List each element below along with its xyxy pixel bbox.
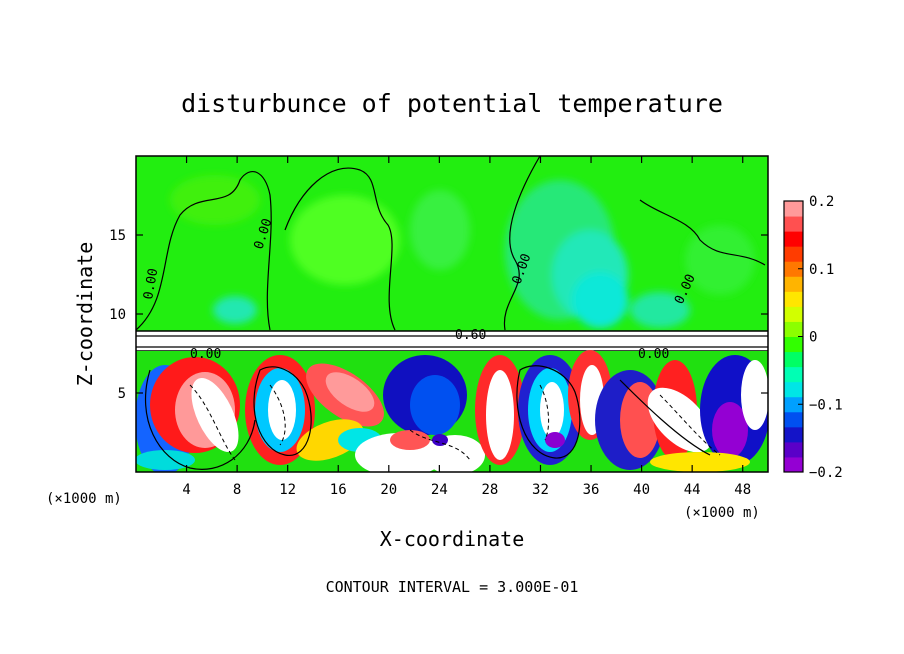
colorbar-segment [784, 456, 803, 473]
colorbar-segment [784, 231, 803, 247]
colorbar: 0.2 0.1 0 −0.1 −0.2 [783, 194, 843, 481]
x-tick-label: 16 [330, 482, 347, 498]
x-tick-label: 4 [182, 482, 190, 498]
x-tick-label: 48 [734, 482, 751, 498]
colorbar-segment [784, 441, 803, 458]
y-axis-label: Z-coordinate [73, 242, 97, 387]
x-axis-unit: (×1000 m) [684, 505, 760, 521]
chart-title: disturbunce of potential temperature [181, 89, 723, 118]
lower-field-eddies [136, 350, 768, 472]
x-tick-label: 12 [279, 482, 296, 498]
x-axis: 4 8 12 16 20 24 28 32 36 40 44 48 [182, 156, 751, 498]
x-axis-label: X-coordinate [380, 527, 525, 551]
colorbar-segment [784, 351, 803, 368]
colorbar-segment [784, 216, 803, 232]
colorbar-segment [784, 321, 803, 337]
colorbar-segment [784, 426, 803, 443]
colorbar-tick-label: 0.2 [809, 194, 834, 210]
colorbar-segment [784, 291, 803, 307]
colorbar-segment [784, 381, 803, 398]
x-tick-label: 36 [583, 482, 600, 498]
colorbar-segment [784, 366, 803, 383]
x-tick-label: 28 [481, 482, 498, 498]
contour-lines [136, 156, 766, 470]
x-tick-label: 20 [380, 482, 397, 498]
y-tick-label: 10 [109, 307, 126, 323]
contour-label: 0.00 [190, 347, 221, 362]
x-tick-label: 8 [233, 482, 241, 498]
y-tick-label: 5 [118, 386, 126, 402]
colorbar-tick-label: 0.1 [809, 262, 834, 278]
colorbar-segment [784, 246, 803, 262]
plot-area: 0.00 0.00 0.00 0.00 0.00 0.00 0.60 [136, 156, 768, 472]
colorbar-segment [784, 411, 803, 428]
contour-label: 0.60 [455, 328, 486, 343]
colorbar-segment [784, 396, 803, 413]
colorbar-tick-label: 0 [809, 330, 817, 346]
y-axis: 5 10 15 [109, 228, 768, 402]
colorbar-tick-label: −0.2 [809, 465, 843, 481]
x-tick-label: 32 [532, 482, 549, 498]
colorbar-segment [784, 306, 803, 322]
x-tick-label: 44 [684, 482, 701, 498]
colorbar-segment [784, 336, 803, 353]
colorbar-segment [784, 201, 803, 217]
colorbar-segment [784, 276, 803, 292]
colorbar-segment [784, 261, 803, 277]
y-axis-unit: (×1000 m) [46, 491, 122, 507]
x-tick-label: 24 [431, 482, 448, 498]
contour-interval-note: CONTOUR INTERVAL = 3.000E-01 [326, 578, 579, 596]
y-tick-label: 15 [109, 228, 126, 244]
contour-label: 0.00 [141, 267, 161, 300]
contour-lines-dashed [189, 384, 721, 461]
x-tick-label: 40 [633, 482, 650, 498]
inversion-band [136, 331, 768, 351]
colorbar-tick-label: −0.1 [809, 397, 843, 413]
contour-label: 0.00 [638, 347, 669, 362]
